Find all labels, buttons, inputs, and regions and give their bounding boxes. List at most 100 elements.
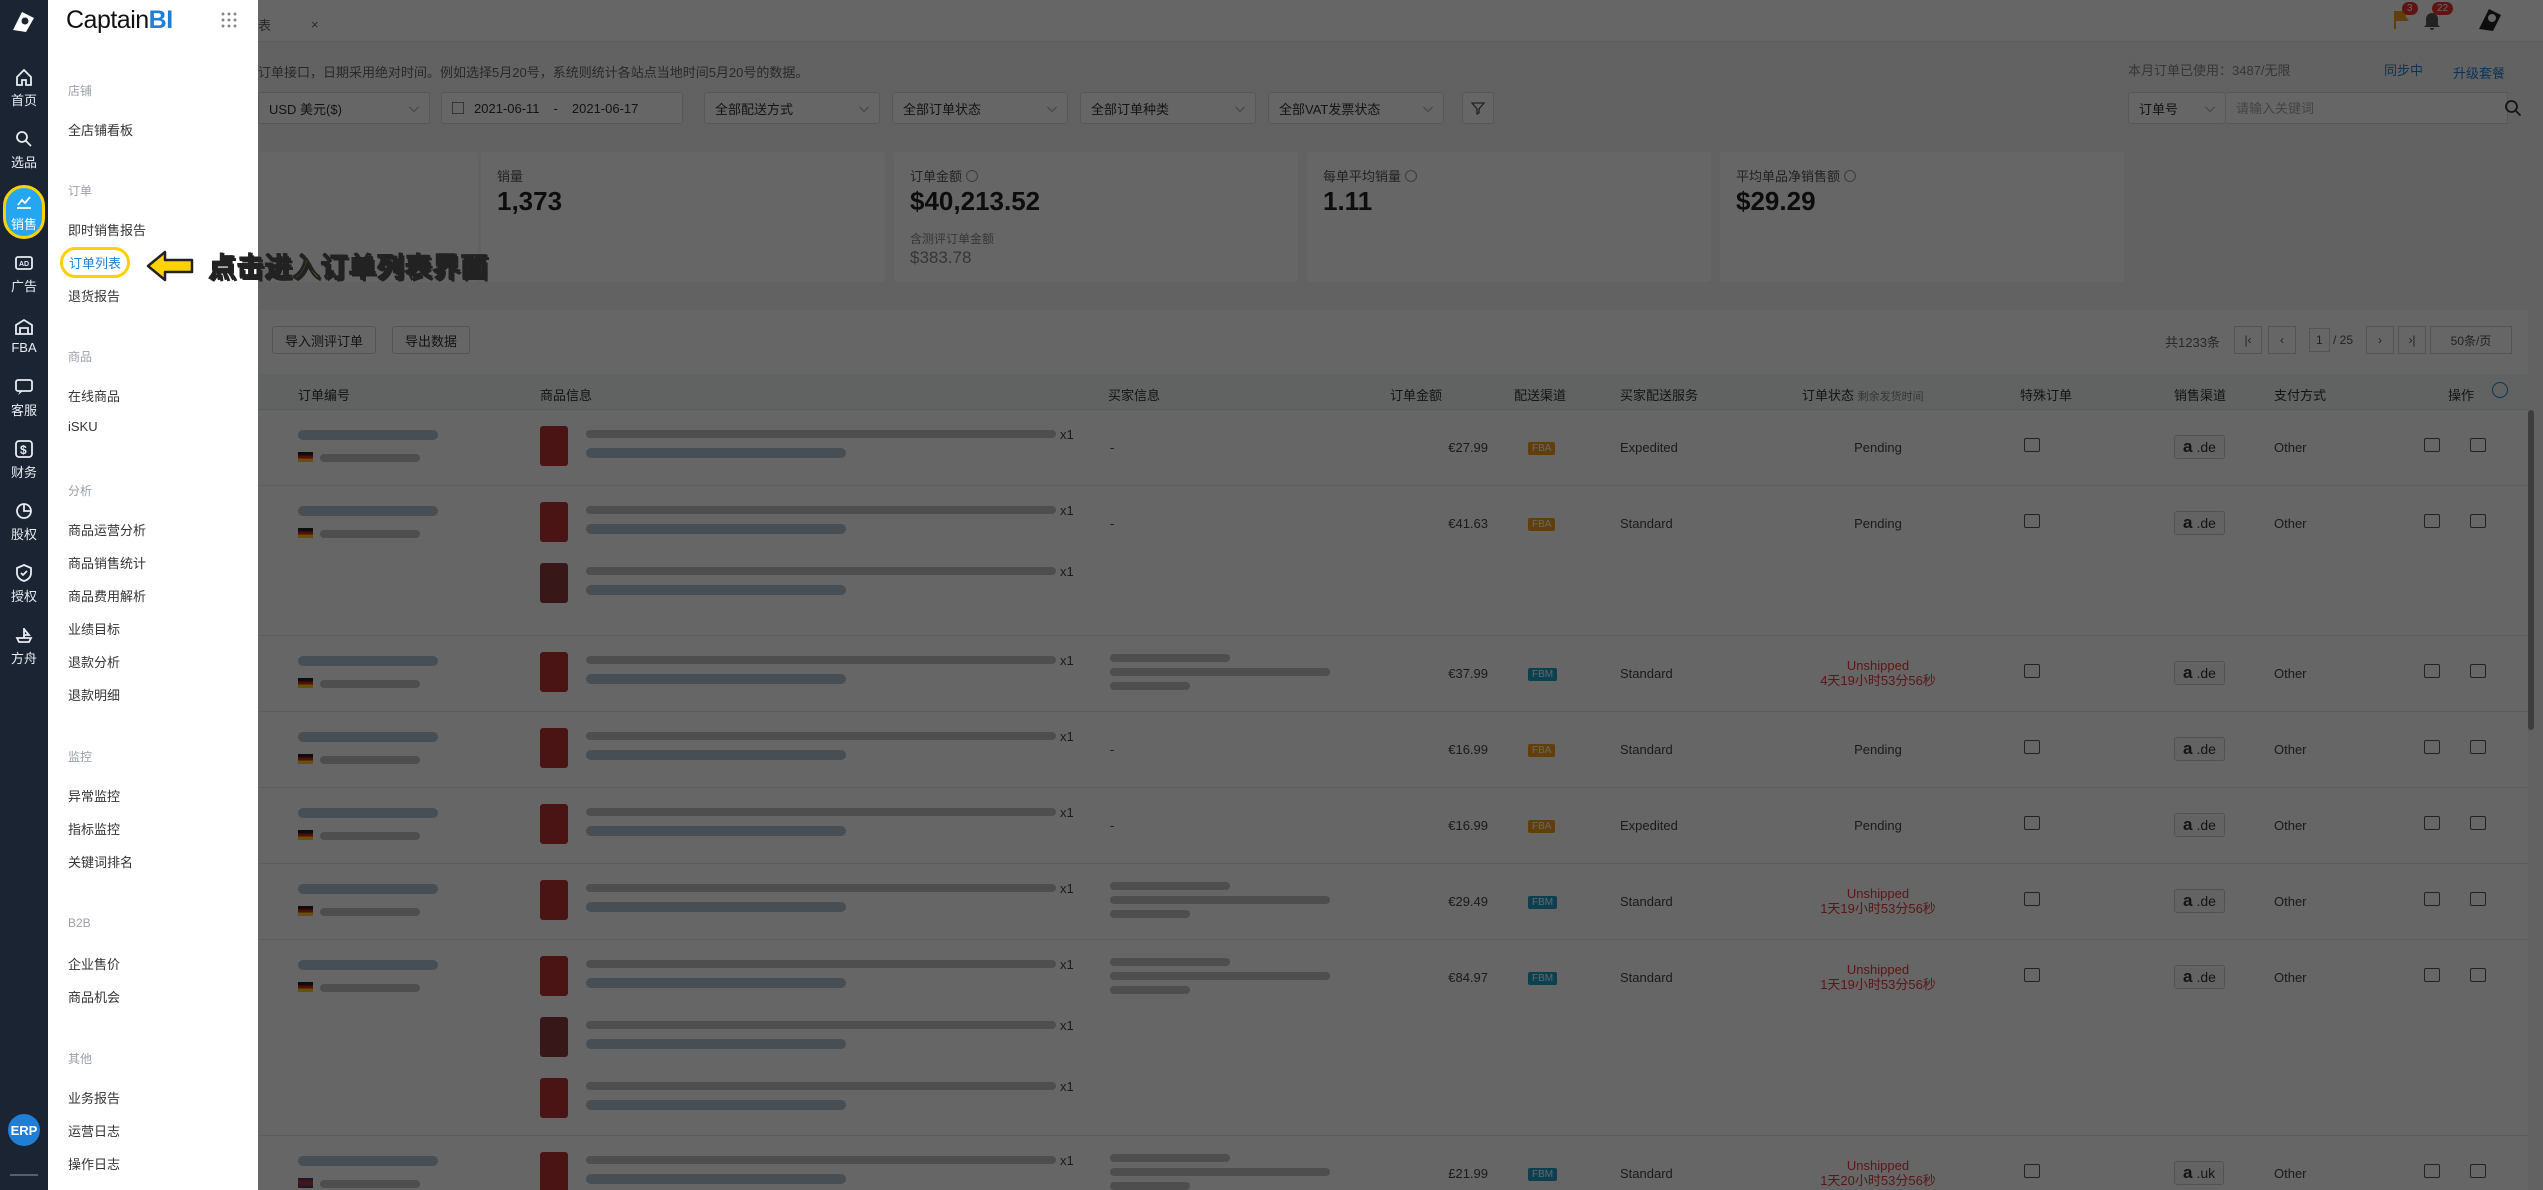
order-id-link[interactable] — [298, 960, 438, 970]
product-title[interactable] — [586, 732, 1056, 740]
settings-icon[interactable] — [2492, 382, 2508, 398]
table-row[interactable]: x1 - €16.99 FBA Expedited Pending a .de Other — [258, 788, 2528, 864]
rail-item-search[interactable]: 选品 — [0, 122, 48, 178]
table-row[interactable]: x1 £21.99 FBM Standard Unshipped 1天20小时53分56秒… — [258, 1136, 2528, 1190]
bell-icon[interactable]: 22 — [2420, 2, 2454, 32]
rail-item-warehouse[interactable]: FBA — [0, 308, 48, 364]
special-order-icon[interactable] — [2024, 438, 2040, 452]
order-id-link[interactable] — [298, 1156, 438, 1166]
erp-button[interactable]: ERP — [8, 1114, 40, 1146]
menu-item-order-list[interactable]: 订单列表 — [60, 247, 131, 278]
next-page-button[interactable]: › — [2366, 326, 2394, 354]
import-test-orders-button[interactable]: 导入测评订单 — [272, 326, 377, 354]
rail-item-ad[interactable]: AD 广告 — [0, 246, 48, 302]
special-order-icon[interactable] — [2024, 664, 2040, 678]
flag-icon[interactable]: 3 — [2390, 2, 2418, 32]
calendar-icon[interactable] — [2424, 664, 2440, 678]
menu-item[interactable]: 退款明细 — [68, 688, 121, 703]
table-row[interactable]: x1 x1 x1 €84.97 FBM Standard Unshipped 1天19小时53… — [258, 940, 2528, 1136]
special-order-icon[interactable] — [2024, 740, 2040, 754]
order-id-link[interactable] — [298, 506, 438, 516]
filter-icon[interactable] — [1462, 92, 1494, 124]
delivery-select[interactable]: 全部配送方式 — [704, 92, 880, 124]
table-row[interactable]: x1 €29.49 FBM Standard Unshipped 1天19小时53分56秒… — [258, 864, 2528, 940]
table-row[interactable]: x1 - €16.99 FBA Standard Pending a .de Other — [258, 712, 2528, 788]
product-thumbnail[interactable] — [540, 426, 568, 466]
note-icon[interactable] — [2470, 968, 2486, 982]
menu-item[interactable]: 即时销售报告 — [68, 223, 147, 238]
rail-item-shield[interactable]: 授权 — [0, 556, 48, 612]
product-thumbnail[interactable] — [540, 652, 568, 692]
product-thumbnail[interactable] — [540, 1017, 568, 1057]
special-order-icon[interactable] — [2024, 1164, 2040, 1178]
page-size-select[interactable]: 50条/页 — [2430, 326, 2512, 354]
avatar[interactable] — [2475, 5, 2505, 35]
menu-item[interactable]: 企业售价 — [68, 957, 121, 972]
calendar-icon[interactable] — [2424, 514, 2440, 528]
menu-item[interactable]: 操作日志 — [68, 1157, 121, 1172]
rail-item-chat[interactable]: 客服 — [0, 370, 48, 426]
product-thumbnail[interactable] — [540, 1152, 568, 1190]
product-thumbnail[interactable] — [540, 1078, 568, 1118]
menu-item[interactable]: 业务报告 — [68, 1091, 121, 1106]
product-thumbnail[interactable] — [540, 956, 568, 996]
special-order-icon[interactable] — [2024, 892, 2040, 906]
calendar-icon[interactable] — [2424, 892, 2440, 906]
menu-item[interactable]: 全店铺看板 — [68, 123, 134, 138]
product-title[interactable] — [586, 1021, 1056, 1029]
special-order-icon[interactable] — [2024, 514, 2040, 528]
product-title[interactable] — [586, 506, 1056, 514]
product-title[interactable] — [586, 808, 1056, 816]
table-row[interactable]: x1 x1 - €41.63 FBA Standard Pending a .de Other — [258, 486, 2528, 636]
col-amount[interactable]: 订单金额 — [1390, 388, 1443, 403]
menu-item[interactable]: 业绩目标 — [68, 622, 121, 637]
export-data-button[interactable]: 导出数据 — [392, 326, 471, 354]
menu-item[interactable]: 运营日志 — [68, 1124, 121, 1139]
order-id-link[interactable] — [298, 656, 438, 666]
menu-item[interactable]: 退货报告 — [68, 289, 121, 304]
calendar-icon[interactable] — [2424, 968, 2440, 982]
rail-item-dollar[interactable]: $ 财务 — [0, 432, 48, 488]
special-order-icon[interactable] — [2024, 968, 2040, 982]
calendar-icon[interactable] — [2424, 816, 2440, 830]
note-icon[interactable] — [2470, 438, 2486, 452]
col-status[interactable]: 订单状态 剩余发货时间 — [1802, 385, 1924, 404]
note-icon[interactable] — [2470, 816, 2486, 830]
product-title[interactable] — [586, 656, 1056, 664]
product-title[interactable] — [586, 884, 1056, 892]
first-page-button[interactable]: |‹ — [2234, 326, 2262, 354]
order-id-link[interactable] — [298, 732, 438, 742]
menu-item[interactable]: 指标监控 — [68, 822, 121, 837]
page-input[interactable]: 1 — [2308, 328, 2330, 352]
product-title[interactable] — [586, 960, 1056, 968]
currency-select[interactable]: USD 美元($) — [258, 92, 430, 124]
menu-item[interactable]: 异常监控 — [68, 789, 121, 804]
table-row[interactable]: x1 - €27.99 FBA Expedited Pending a .de Other — [258, 410, 2528, 486]
note-icon[interactable] — [2470, 514, 2486, 528]
tab-order-list[interactable]: 表 × — [258, 6, 333, 42]
note-icon[interactable] — [2470, 740, 2486, 754]
rail-item-home[interactable]: 首页 — [0, 60, 48, 116]
upgrade-link[interactable]: 升级套餐 — [2453, 66, 2506, 81]
rail-item-chart[interactable]: 销售 — [0, 184, 48, 240]
order-id-link[interactable] — [298, 430, 438, 440]
product-title[interactable] — [586, 567, 1056, 575]
table-row[interactable]: x1 €37.99 FBM Standard Unshipped 4天19小时53分56秒… — [258, 636, 2528, 712]
order-id-link[interactable] — [298, 884, 438, 894]
sync-status[interactable]: 同步中 — [2384, 63, 2424, 78]
menu-item[interactable]: 在线商品 — [68, 389, 121, 404]
vat-select[interactable]: 全部VAT发票状态 — [1268, 92, 1444, 124]
last-page-button[interactable]: ›| — [2398, 326, 2426, 354]
menu-item[interactable]: 商品销售统计 — [68, 556, 147, 571]
search-input[interactable] — [2226, 92, 2508, 124]
status-select[interactable]: 全部订单状态 — [892, 92, 1068, 124]
table-scrollbar[interactable] — [2528, 410, 2534, 730]
menu-item[interactable]: 商品机会 — [68, 990, 121, 1005]
apps-grid-icon[interactable] — [220, 11, 238, 29]
product-thumbnail[interactable] — [540, 502, 568, 542]
menu-item[interactable]: iSKU — [68, 419, 98, 434]
calendar-icon[interactable] — [2424, 438, 2440, 452]
rail-item-ark[interactable]: 方舟 — [0, 618, 48, 674]
menu-item[interactable]: 退款分析 — [68, 655, 121, 670]
prev-page-button[interactable]: ‹ — [2268, 326, 2296, 354]
